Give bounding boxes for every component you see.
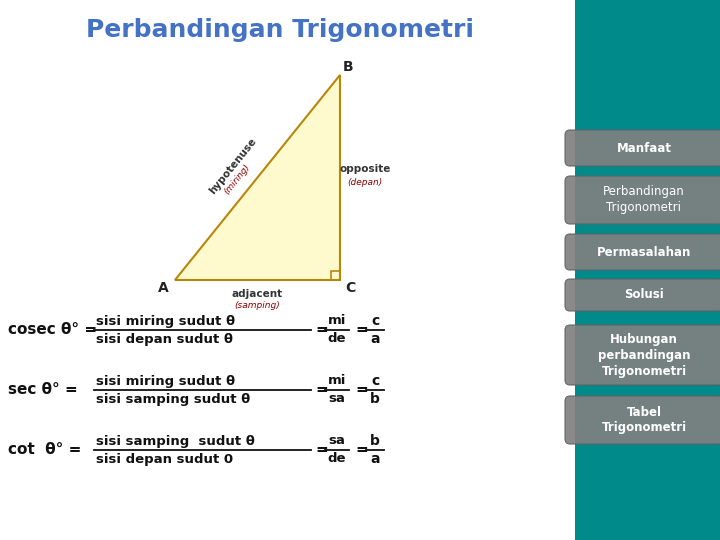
Text: Hubungan
perbandingan
Trigonometri: Hubungan perbandingan Trigonometri: [598, 333, 690, 377]
Text: Manfaat: Manfaat: [616, 141, 672, 154]
FancyBboxPatch shape: [565, 176, 720, 224]
Text: sisi miring sudut θ: sisi miring sudut θ: [96, 375, 235, 388]
FancyBboxPatch shape: [565, 325, 720, 385]
Bar: [331, 271, 340, 280]
Text: =: =: [315, 442, 328, 457]
Text: b: b: [370, 392, 380, 406]
Text: de: de: [328, 453, 346, 465]
Text: sisi miring sudut θ: sisi miring sudut θ: [96, 314, 235, 327]
FancyBboxPatch shape: [565, 130, 720, 166]
Text: (miring): (miring): [222, 163, 252, 197]
Text: sa: sa: [328, 393, 346, 406]
Text: (samping): (samping): [235, 301, 280, 310]
Polygon shape: [175, 75, 340, 280]
Text: =: =: [355, 442, 368, 457]
Text: c: c: [371, 374, 379, 388]
FancyBboxPatch shape: [565, 396, 720, 444]
Text: opposite: opposite: [339, 165, 391, 174]
Text: Perbandingan Trigonometri: Perbandingan Trigonometri: [86, 18, 474, 42]
Text: sec θ° =: sec θ° =: [8, 382, 78, 397]
Text: de: de: [328, 333, 346, 346]
Text: adjacent: adjacent: [232, 289, 283, 299]
Text: sisi samping sudut θ: sisi samping sudut θ: [96, 393, 251, 406]
Text: B: B: [343, 60, 354, 74]
FancyBboxPatch shape: [565, 279, 720, 311]
Text: sisi samping  sudut θ: sisi samping sudut θ: [96, 435, 255, 448]
Text: Perbandingan
Trigonometri: Perbandingan Trigonometri: [603, 186, 685, 214]
Text: (depan): (depan): [347, 178, 382, 187]
Text: hypotenuse: hypotenuse: [207, 136, 258, 195]
Text: mi: mi: [328, 375, 346, 388]
Text: cosec θ° =: cosec θ° =: [8, 322, 97, 338]
Text: Permasalahan: Permasalahan: [597, 246, 691, 259]
Text: A: A: [158, 281, 168, 295]
Text: sisi depan sudut 0: sisi depan sudut 0: [96, 453, 233, 465]
Text: C: C: [345, 281, 355, 295]
Text: =: =: [355, 382, 368, 397]
FancyBboxPatch shape: [565, 234, 720, 270]
Text: a: a: [370, 452, 379, 466]
Text: sisi depan sudut θ: sisi depan sudut θ: [96, 333, 233, 346]
Text: a: a: [370, 332, 379, 346]
Text: =: =: [355, 322, 368, 338]
Text: b: b: [370, 434, 380, 448]
Text: =: =: [315, 382, 328, 397]
Text: cot  θ° =: cot θ° =: [8, 442, 81, 457]
Text: Solusi: Solusi: [624, 288, 664, 301]
Text: sa: sa: [328, 435, 346, 448]
Text: mi: mi: [328, 314, 346, 327]
Text: c: c: [371, 314, 379, 328]
Bar: [575, 0, 720, 540]
Text: =: =: [315, 322, 328, 338]
Text: Tabel
Trigonometri: Tabel Trigonometri: [601, 406, 687, 435]
